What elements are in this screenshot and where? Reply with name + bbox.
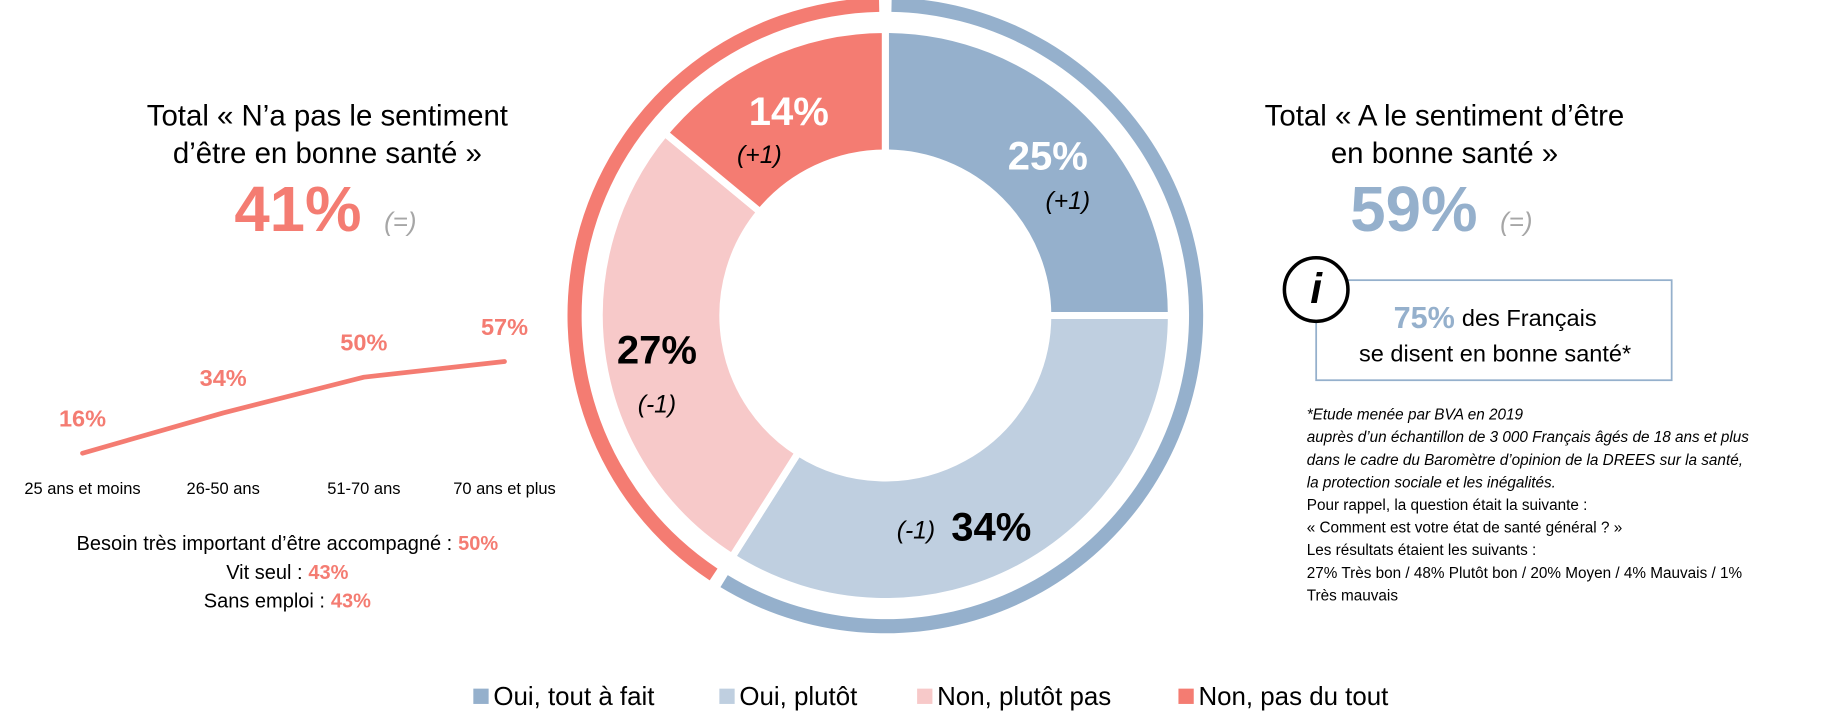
legend-swatch: [473, 688, 489, 704]
footnote-line: 27% Très bon / 48% Plutôt bon / 20% Moye…: [1307, 565, 1743, 582]
legend-swatch: [1178, 688, 1194, 704]
info-line: se disent en bonne santé*: [1359, 341, 1631, 367]
x-tick-label: 70 ans et plus: [453, 480, 556, 498]
legend-label: Non, pas du tout: [1198, 683, 1388, 711]
segment-change-label: (+1): [1045, 188, 1090, 215]
footnote-line: auprès d’un échantillon de 3 000 Françai…: [1307, 429, 1750, 446]
line-value-label: 34%: [200, 365, 247, 391]
block-title: d’être en bonne santé »: [173, 137, 482, 170]
legend-swatch: [719, 688, 735, 704]
footnote-line: la protection sociale et les inégalités.: [1307, 474, 1556, 491]
segment-change-label: (-1): [897, 518, 935, 545]
footnote-line: « Comment est votre état de santé généra…: [1307, 520, 1622, 537]
x-tick-label: 25 ans et moins: [24, 480, 140, 498]
donut-segment: [659, 25, 889, 217]
legend-label: Oui, plutôt: [739, 683, 857, 711]
detail-line: Sans emploi : 43%: [204, 591, 371, 613]
block-title: Total « N’a pas le sentiment: [147, 99, 508, 132]
line-value-label: 16%: [59, 405, 106, 431]
segment-value-label: 14%: [749, 90, 829, 134]
segment-change-label: (-1): [638, 392, 676, 419]
legend-label: Oui, tout à fait: [493, 683, 654, 711]
block-change: (=): [1500, 209, 1532, 237]
detail-value: 43%: [331, 591, 371, 613]
legend-swatch: [917, 688, 933, 704]
footnote-line: Les résultats étaient les suivants :: [1307, 542, 1537, 559]
footnote-line: *Etude menée par BVA en 2019: [1307, 407, 1524, 424]
detail-line: Besoin très important d’être accompagné …: [76, 533, 498, 555]
detail-label: Besoin très important d’être accompagné …: [76, 533, 452, 555]
x-tick-label: 51-70 ans: [327, 480, 400, 498]
block-total: 41%: [234, 174, 361, 245]
detail-value: 43%: [308, 562, 348, 584]
block-title: Total « A le sentiment d’être: [1265, 99, 1625, 132]
block-title: en bonne santé »: [1331, 137, 1558, 170]
detail-label: Sans emploi :: [204, 591, 325, 613]
segment-change-label: (+1): [737, 142, 782, 169]
block-change: (=): [384, 209, 416, 237]
footnote-line: Pour rappel, la question était la suivan…: [1307, 497, 1588, 514]
donut-segment: [727, 311, 1175, 606]
info-icon-letter: i: [1310, 265, 1323, 312]
segment-value-label: 27%: [617, 329, 697, 373]
line-value-label: 50%: [340, 329, 387, 355]
detail-line: Vit seul : 43%: [226, 562, 348, 584]
info-box: [1315, 279, 1673, 382]
x-tick-label: 26-50 ans: [187, 480, 260, 498]
footnote-line: dans le cadre du Baromètre d’opinion de …: [1307, 452, 1743, 469]
detail-value: 50%: [458, 533, 498, 555]
donut-segment: [881, 25, 1175, 320]
info-icon: [1282, 256, 1350, 324]
line-value-label: 57%: [481, 314, 528, 340]
detail-label: Vit seul :: [226, 562, 302, 584]
segment-value-label: 34%: [951, 505, 1031, 549]
block-total: 59%: [1350, 174, 1477, 245]
footnote-line: Très mauvais: [1307, 587, 1399, 604]
legend-label: Non, plutôt pas: [937, 683, 1111, 711]
info-text: des Français: [1462, 305, 1597, 331]
donut-segment: [595, 128, 804, 562]
trend-line: [80, 359, 507, 456]
info-value: 75%: [1394, 301, 1455, 335]
segment-value-label: 25%: [1008, 134, 1088, 178]
info-line: 75% des Français: [1394, 301, 1597, 335]
